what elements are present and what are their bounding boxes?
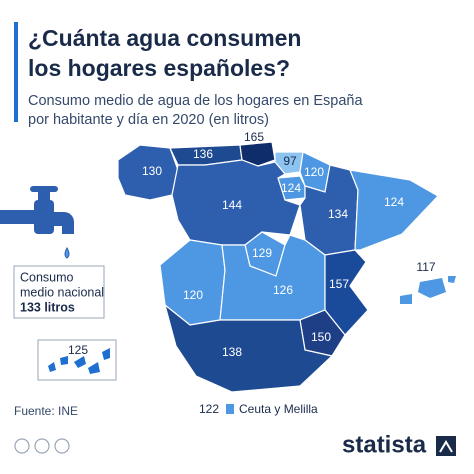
region-value: 117: [416, 260, 435, 274]
region-value: 150: [311, 330, 331, 344]
title-line: los hogares españoles?: [28, 55, 290, 81]
legend-swatch: [226, 404, 234, 414]
legend-value: 122: [199, 402, 219, 416]
inset-box: [37, 339, 117, 381]
island: [400, 294, 412, 304]
region-value: 134: [328, 207, 348, 221]
region: [349, 169, 439, 251]
region-value: 138: [222, 345, 242, 359]
region-value: 124: [281, 181, 301, 195]
brand-logo: [436, 436, 456, 456]
island: [448, 276, 456, 283]
island: [88, 362, 100, 374]
region-value: 129: [252, 246, 272, 260]
tap-icon: [0, 186, 74, 259]
region-value: 126: [273, 283, 293, 297]
callout-text: Consumo: [20, 270, 74, 284]
source: Fuente: INE: [14, 404, 78, 418]
island: [74, 356, 86, 368]
map: [37, 141, 456, 393]
brand: statista: [342, 431, 427, 458]
region-value: 125: [68, 343, 88, 357]
region: [274, 151, 304, 175]
brand-logo-mark: [439, 440, 453, 453]
callout-highlight: 133 litros: [20, 300, 75, 314]
region-value: 124: [384, 195, 404, 209]
region: [163, 303, 334, 393]
subtitle-line: por habitante y día en 2020 (en litros): [28, 112, 269, 128]
region-value: 157: [329, 277, 349, 291]
region-value: 97: [283, 154, 297, 168]
region-value: 165: [244, 130, 264, 144]
region-value: 120: [304, 165, 324, 179]
island: [102, 348, 110, 360]
region-value: 136: [193, 147, 213, 161]
title-line: ¿Cuánta agua consumen: [28, 25, 301, 51]
island: [60, 356, 68, 365]
region-value: 130: [142, 164, 162, 178]
island: [418, 278, 446, 298]
island: [48, 362, 56, 372]
callout-box: [13, 265, 105, 319]
region-value: 120: [183, 288, 203, 302]
region: [239, 141, 276, 167]
accent-bar: [14, 22, 18, 122]
subtitle-line: Consumo medio de agua de los hogares en …: [28, 93, 363, 109]
region-value: 144: [222, 198, 242, 212]
license-icons: [14, 438, 70, 454]
legend-label: Ceuta y Melilla: [239, 402, 318, 416]
callout-text: medio nacional: [20, 285, 104, 299]
